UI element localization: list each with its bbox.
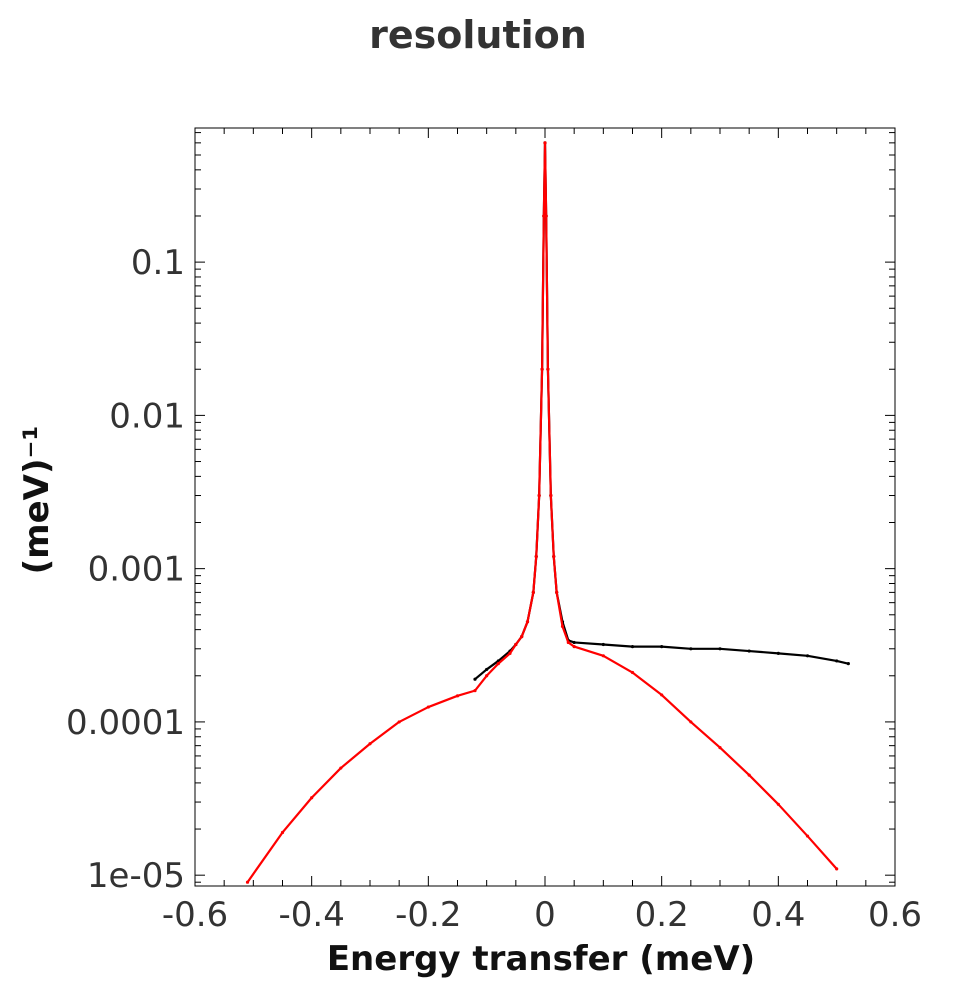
series-2-point	[542, 214, 546, 218]
series-2-point	[560, 624, 565, 628]
x-tick-label: 0.2	[635, 895, 689, 935]
series-1-point	[473, 677, 477, 681]
series-2-point	[485, 674, 489, 678]
y-tick-label: 0.001	[88, 550, 185, 590]
series-2-point	[805, 834, 810, 838]
series-2-point	[473, 689, 477, 693]
tick-labels: -0.6 -0.4 -0.2 0 0.2 0.4 0.6 1e-05 0.0001 0.001 0.…	[66, 243, 922, 935]
y-axis-label: (meV)⁻¹	[17, 426, 57, 575]
y-tick-label: 1e-05	[87, 856, 185, 896]
series-1-point	[718, 647, 722, 651]
series-1-point	[630, 645, 635, 649]
series-line-2	[246, 141, 838, 884]
series-2-point	[543, 141, 547, 145]
x-tick-label: -0.6	[162, 895, 228, 935]
series-1-point	[485, 667, 489, 672]
series-2-point	[546, 367, 550, 371]
series-1-point	[689, 647, 693, 651]
x-axis-label: Energy transfer (meV)	[327, 939, 755, 979]
series-2-point	[280, 830, 285, 835]
series-2-point	[540, 367, 544, 371]
x-tick-label: -0.2	[395, 895, 461, 935]
chart-title: resolution	[369, 13, 587, 57]
series-2-point	[534, 554, 538, 559]
axis-ticks	[194, 128, 896, 886]
series-2-point	[660, 693, 664, 697]
series-2-point	[718, 745, 722, 750]
series-2-point	[555, 590, 559, 594]
series-2-point	[245, 880, 250, 884]
series-2-point	[552, 554, 556, 559]
series-2-point	[339, 766, 343, 770]
series-2-point	[368, 742, 372, 746]
plot-frame	[194, 127, 896, 887]
series-1-point	[835, 659, 839, 663]
series-1-point	[660, 645, 664, 649]
x-tick-label: 0	[534, 895, 556, 935]
series-2-point	[397, 720, 401, 724]
series-1-point	[747, 649, 751, 653]
series-2-point	[537, 493, 541, 498]
series-2-point	[496, 662, 500, 666]
x-tick-label: 0.4	[751, 895, 805, 935]
series-2-point	[835, 867, 839, 871]
series-2-point	[544, 214, 548, 218]
series-2-point	[310, 796, 314, 800]
x-tick-label: -0.4	[278, 895, 344, 935]
series-1-point	[776, 651, 780, 655]
series-2-point	[566, 640, 570, 645]
series-2-point	[747, 773, 751, 777]
y-tick-label: 0.01	[109, 396, 185, 436]
series-1-point	[846, 662, 850, 666]
series-2-point	[525, 620, 530, 624]
series-2-point	[689, 720, 693, 724]
y-tick-label: 0.0001	[66, 703, 185, 743]
y-tick-label: 0.1	[131, 243, 185, 283]
series-2-point	[601, 654, 605, 658]
series-2-point	[549, 493, 553, 498]
series-2-point	[508, 651, 512, 655]
series-2-point	[455, 694, 460, 698]
series-layer	[245, 141, 850, 884]
series-2-point	[776, 802, 780, 806]
series-2-point	[531, 590, 535, 594]
series-2-point	[514, 642, 518, 647]
series-1-point	[805, 654, 810, 658]
series-1-point	[601, 642, 605, 647]
x-tick-label: 0.6	[868, 895, 922, 935]
series-2-point	[520, 635, 524, 639]
series-2-point	[630, 670, 635, 675]
series-2-point	[426, 705, 430, 709]
series-2-point	[572, 645, 576, 649]
series-1-point	[572, 640, 576, 645]
